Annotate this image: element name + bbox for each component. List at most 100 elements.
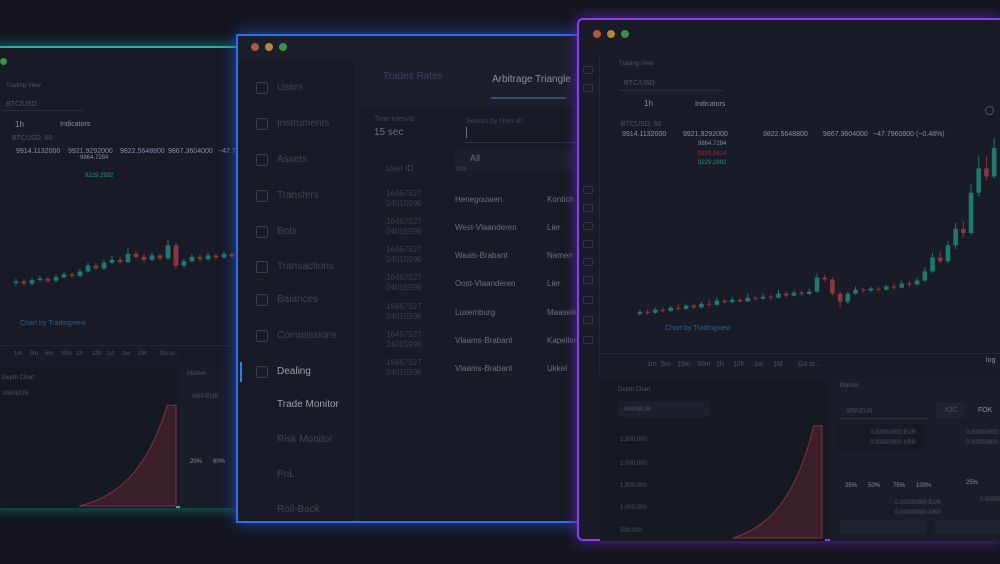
tool-icon[interactable] bbox=[583, 240, 593, 248]
tool-icon[interactable] bbox=[583, 296, 593, 304]
menu-item[interactable]: Risk Monitor bbox=[277, 434, 333, 445]
timeframe[interactable]: 30m bbox=[697, 361, 711, 368]
menu-item[interactable]: Users bbox=[277, 82, 304, 93]
pair-select[interactable] bbox=[2, 98, 84, 111]
indicators-button[interactable]: Indicators bbox=[695, 101, 726, 108]
percent[interactable]: 25% bbox=[845, 483, 858, 489]
candle-body bbox=[676, 307, 681, 309]
settings-icon[interactable] bbox=[985, 106, 994, 115]
tool-icon[interactable] bbox=[583, 336, 593, 344]
tab[interactable]: Arbitrage Triangle bbox=[492, 74, 571, 85]
symbol: BTCUSD, 60 bbox=[12, 135, 53, 142]
tool-icon[interactable] bbox=[583, 276, 593, 284]
order-type[interactable]: IOC bbox=[945, 407, 958, 414]
region: Vlaams-Brabant bbox=[455, 336, 513, 345]
submit-button[interactable] bbox=[840, 520, 926, 534]
timeframe[interactable]: 1w bbox=[754, 361, 763, 368]
timeframe[interactable]: 5m bbox=[45, 351, 54, 357]
order-tab[interactable] bbox=[936, 402, 964, 418]
timeframe[interactable]: 1M bbox=[138, 351, 147, 357]
menu-icon bbox=[256, 261, 268, 273]
menu-item[interactable]: Balances bbox=[277, 294, 319, 305]
timeframe[interactable]: 12h bbox=[91, 351, 102, 357]
menu-item[interactable]: Transfers bbox=[277, 190, 319, 201]
window-control[interactable] bbox=[607, 30, 615, 38]
candle-body bbox=[768, 296, 774, 298]
search-input[interactable]: Search by User ID bbox=[466, 118, 524, 125]
chart-credit: Chart by Tradingview bbox=[665, 325, 731, 332]
candle-body bbox=[845, 293, 851, 302]
percent[interactable]: 20% bbox=[190, 459, 203, 465]
percent[interactable]: 50% bbox=[868, 483, 881, 489]
submit-button[interactable] bbox=[935, 520, 1000, 534]
candle-body bbox=[953, 229, 958, 246]
window-control[interactable] bbox=[0, 58, 7, 65]
menu-item[interactable]: Dealing bbox=[277, 366, 311, 377]
amount: 0.00000000 XRP bbox=[870, 440, 916, 446]
window-control[interactable] bbox=[621, 30, 629, 38]
timeframe[interactable]: 1m bbox=[647, 361, 657, 368]
ohlc-value: 9822.5648800 bbox=[120, 148, 165, 155]
timeframe[interactable]: 15m bbox=[677, 361, 691, 368]
window-control[interactable] bbox=[251, 43, 259, 51]
tab[interactable]: Trades Rates bbox=[383, 71, 443, 82]
interval-value[interactable]: 15 sec bbox=[374, 127, 404, 138]
menu-item[interactable]: Instruments bbox=[277, 118, 330, 129]
depth-select[interactable] bbox=[618, 401, 710, 417]
candle-body bbox=[77, 271, 83, 276]
timeframe[interactable]: 1h bbox=[716, 361, 724, 368]
tool-icon[interactable] bbox=[583, 66, 593, 74]
timeframe[interactable]: 1d bbox=[107, 351, 114, 357]
candle-body bbox=[714, 300, 720, 305]
interval[interactable]: 1h bbox=[15, 120, 24, 129]
menu-item[interactable]: Transactions bbox=[277, 261, 334, 272]
log-toggle[interactable]: log bbox=[986, 357, 996, 364]
menu-item[interactable]: Commissions bbox=[277, 330, 338, 341]
indicators-button[interactable]: Indicators bbox=[60, 121, 91, 128]
candle-body bbox=[814, 277, 820, 292]
amount: 0.00000000 EUR bbox=[966, 430, 1000, 436]
region: Vlaams-Brabant bbox=[455, 364, 513, 373]
interval[interactable]: 1h bbox=[644, 99, 653, 108]
candle-body bbox=[189, 256, 195, 262]
menu-item[interactable]: Bots bbox=[277, 226, 298, 237]
user-id: 24015996 bbox=[386, 368, 422, 377]
timeframe[interactable]: 30m bbox=[60, 351, 73, 357]
amount: 0.00000000 XRP bbox=[966, 440, 1000, 446]
region: Waals-Brabant bbox=[455, 251, 508, 260]
candle-body bbox=[830, 279, 835, 294]
timeframe[interactable]: 1m bbox=[14, 351, 23, 357]
timeframe[interactable]: 3m bbox=[29, 351, 38, 357]
tool-icon[interactable] bbox=[583, 258, 593, 266]
tool-icon[interactable] bbox=[583, 316, 593, 324]
filter-option[interactable]: All bbox=[470, 153, 481, 163]
tool-icon[interactable] bbox=[583, 222, 593, 230]
menu-item[interactable]: Roll-Back bbox=[277, 504, 320, 515]
window-control[interactable] bbox=[265, 43, 273, 51]
order-type[interactable]: FOK bbox=[978, 407, 993, 414]
timeframe[interactable]: 5m bbox=[661, 361, 671, 368]
window-control[interactable] bbox=[593, 30, 601, 38]
window-control[interactable] bbox=[279, 43, 287, 51]
percent[interactable]: 100% bbox=[916, 483, 932, 489]
tool-icon[interactable] bbox=[583, 186, 593, 194]
timeframe[interactable]: 1M bbox=[773, 361, 783, 368]
tool-icon[interactable] bbox=[583, 84, 593, 92]
menu-item[interactable]: Trade Monitor bbox=[277, 399, 339, 410]
percent[interactable]: 25% bbox=[966, 480, 979, 486]
market-select[interactable] bbox=[840, 403, 928, 419]
menu-item[interactable]: PnL bbox=[277, 469, 295, 480]
percent[interactable]: 75% bbox=[893, 483, 906, 489]
candle-body bbox=[229, 254, 235, 257]
timeframe[interactable]: 12h bbox=[733, 361, 745, 368]
user-id: 24015996 bbox=[386, 340, 422, 349]
timeframe[interactable]: 1w bbox=[122, 351, 131, 357]
pair-select[interactable] bbox=[619, 77, 724, 91]
percent[interactable]: 60% bbox=[213, 459, 226, 465]
timeframe[interactable]: Go to... bbox=[798, 361, 821, 368]
tool-icon[interactable] bbox=[583, 204, 593, 212]
timeframe[interactable]: Go to... bbox=[159, 351, 180, 357]
timeframe[interactable]: 1h bbox=[76, 351, 83, 357]
menu-item[interactable]: Assets bbox=[277, 154, 308, 165]
